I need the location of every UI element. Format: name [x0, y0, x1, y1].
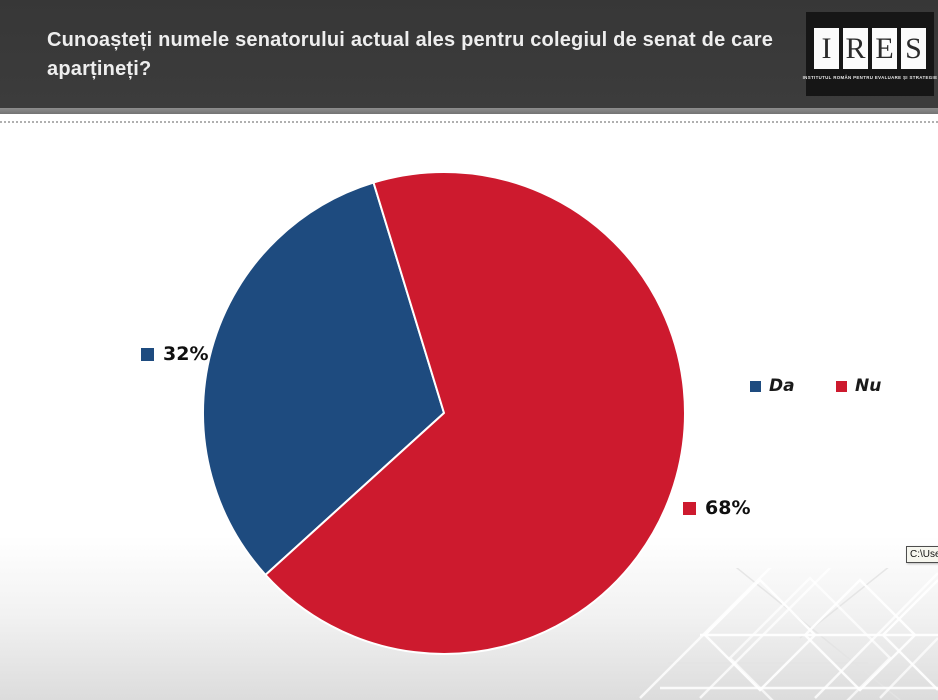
nu-swatch — [683, 501, 696, 515]
legend-item-da: Da — [750, 376, 795, 396]
da-swatch — [141, 347, 154, 361]
nu-percentage: 68% — [705, 497, 751, 519]
slide-header: Cunoașteți numele senatorului actual ale… — [0, 0, 938, 108]
da-percentage: 32% — [163, 343, 209, 365]
data-label-da: 32% — [141, 343, 208, 365]
ires-logo-letter-box: R — [843, 28, 868, 69]
ires-logo-letter-box: I — [814, 28, 839, 69]
legend-nu-swatch — [836, 380, 847, 392]
ires-logo-letter-box: S — [901, 28, 926, 69]
ires-logo: I R E S INSTITUTUL ROMÂN PENTRU EVALUARE… — [803, 12, 937, 96]
slide-title: Cunoașteți numele senatorului actual ale… — [47, 29, 774, 80]
ires-logo-letter-box: E — [872, 28, 897, 69]
legend-da-label: Da — [769, 376, 795, 396]
decorative-pattern — [639, 568, 938, 700]
ires-logo-caption: INSTITUTUL ROMÂN PENTRU EVALUARE ȘI STRA… — [802, 75, 938, 80]
ires-logo-letters: I R E S — [814, 28, 926, 69]
legend-item-nu: Nu — [836, 376, 881, 396]
legend-da-swatch — [750, 380, 761, 392]
dotted-divider — [0, 121, 938, 123]
path-tooltip: C:\Use — [906, 546, 938, 563]
data-label-nu: 68% — [683, 497, 750, 519]
pie-slice-nu — [264, 171, 686, 655]
pie-slice-da — [201, 181, 445, 576]
legend-nu-label: Nu — [855, 376, 882, 396]
header-divider-strip — [0, 108, 938, 114]
